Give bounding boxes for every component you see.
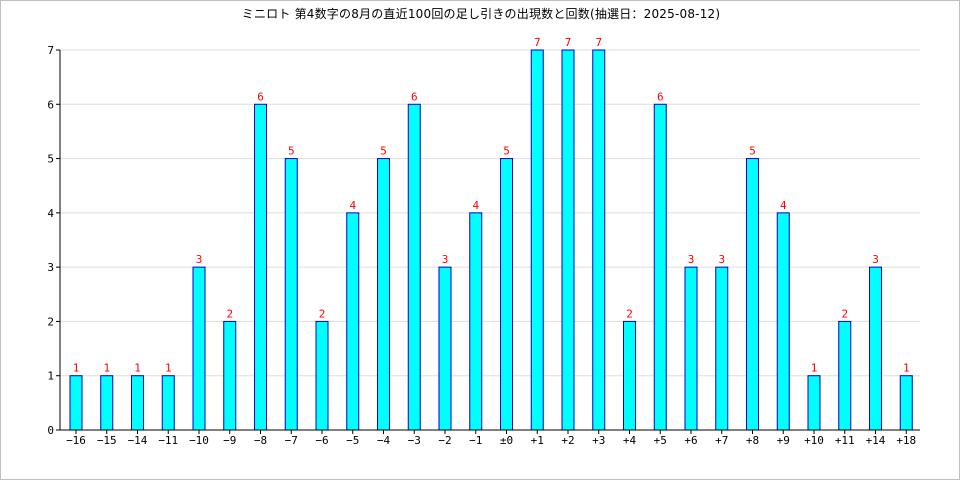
data-label: 1 [73, 362, 80, 375]
x-tick-label: −7 [285, 434, 298, 447]
bar [69, 375, 83, 431]
x-tick-label: +1 [531, 434, 544, 447]
data-label: 7 [595, 36, 602, 49]
x-tick-label: −9 [223, 434, 236, 447]
chart-title: ミニロト 第4数字の8月の直近100回の足し引きの出現数と回数(抽選日：2025… [241, 7, 721, 21]
bar [161, 375, 175, 431]
bar [561, 49, 575, 431]
y-tick-label: 5 [47, 153, 54, 166]
bar [899, 375, 913, 431]
bar [315, 320, 329, 431]
data-label: 2 [226, 307, 233, 320]
x-tick-label: +3 [592, 434, 605, 447]
bar [100, 375, 114, 431]
data-label: 5 [503, 145, 510, 158]
axes [56, 49, 920, 434]
x-tick-label: +2 [561, 434, 574, 447]
data-label: 1 [134, 362, 141, 375]
y-tick-label: 7 [47, 44, 54, 57]
data-label: 6 [411, 90, 418, 103]
labels: 012345671−161−151−141−113−102−96−85−72−6… [47, 36, 916, 447]
y-tick-label: 6 [47, 98, 54, 111]
bar [776, 212, 790, 431]
data-label: 1 [811, 362, 818, 375]
data-label: 7 [534, 36, 541, 49]
x-tick-label: −2 [438, 434, 451, 447]
bar [807, 375, 821, 431]
grid-lines [60, 49, 920, 377]
x-tick-label: +7 [715, 434, 728, 447]
bar [838, 320, 852, 431]
bars [69, 49, 913, 431]
x-tick-label: +6 [684, 434, 697, 447]
data-label: 3 [688, 253, 695, 266]
data-label: 1 [165, 362, 172, 375]
y-tick-label: 1 [47, 370, 54, 383]
x-tick-label: −8 [254, 434, 267, 447]
bar [530, 49, 544, 431]
bar [254, 103, 267, 431]
bar [223, 320, 237, 431]
data-label: 6 [657, 90, 664, 103]
data-label: 6 [257, 90, 264, 103]
bar [623, 320, 636, 431]
bar [469, 212, 483, 431]
x-tick-label: −1 [469, 434, 482, 447]
x-tick-label: −5 [346, 434, 359, 447]
y-tick-label: 0 [47, 424, 54, 437]
bar [500, 158, 513, 431]
data-label: 2 [319, 307, 326, 320]
data-label: 7 [565, 36, 572, 49]
bar [438, 266, 452, 431]
data-label: 1 [103, 362, 110, 375]
x-tick-label: ±0 [500, 434, 513, 447]
data-label: 5 [749, 145, 756, 158]
x-tick-label: +10 [804, 434, 824, 447]
bar [715, 266, 729, 431]
bar [869, 266, 882, 431]
y-tick-label: 4 [47, 207, 54, 220]
bar [346, 212, 360, 431]
data-label: 2 [626, 307, 633, 320]
x-tick-label: +11 [835, 434, 855, 447]
data-label: 3 [718, 253, 725, 266]
bar [684, 266, 698, 431]
x-tick-label: −16 [66, 434, 86, 447]
data-label: 3 [196, 253, 203, 266]
bar [192, 266, 206, 431]
x-tick-label: −3 [408, 434, 421, 447]
x-tick-label: −14 [128, 434, 148, 447]
data-label: 1 [903, 362, 910, 375]
x-tick-label: −6 [315, 434, 328, 447]
bar [131, 375, 144, 431]
y-tick-label: 3 [47, 261, 54, 274]
x-tick-label: +5 [654, 434, 667, 447]
bar [746, 158, 759, 431]
y-tick-label: 2 [47, 315, 54, 328]
bar [407, 103, 421, 431]
x-tick-label: +18 [896, 434, 916, 447]
data-label: 3 [872, 253, 879, 266]
data-label: 5 [288, 145, 295, 158]
bar [653, 103, 667, 431]
x-tick-label: +8 [746, 434, 759, 447]
data-label: 5 [380, 145, 387, 158]
data-label: 4 [780, 199, 787, 212]
x-tick-label: −10 [189, 434, 209, 447]
x-tick-label: +4 [623, 434, 637, 447]
data-label: 4 [349, 199, 356, 212]
bar [592, 49, 606, 431]
x-tick-label: +9 [777, 434, 790, 447]
x-tick-label: −11 [158, 434, 178, 447]
x-tick-label: −15 [97, 434, 117, 447]
x-tick-label: −4 [377, 434, 391, 447]
data-label: 4 [472, 199, 479, 212]
bar [284, 158, 298, 431]
data-label: 2 [841, 307, 848, 320]
data-label: 3 [442, 253, 449, 266]
x-tick-label: +14 [866, 434, 886, 447]
bar [377, 158, 390, 431]
